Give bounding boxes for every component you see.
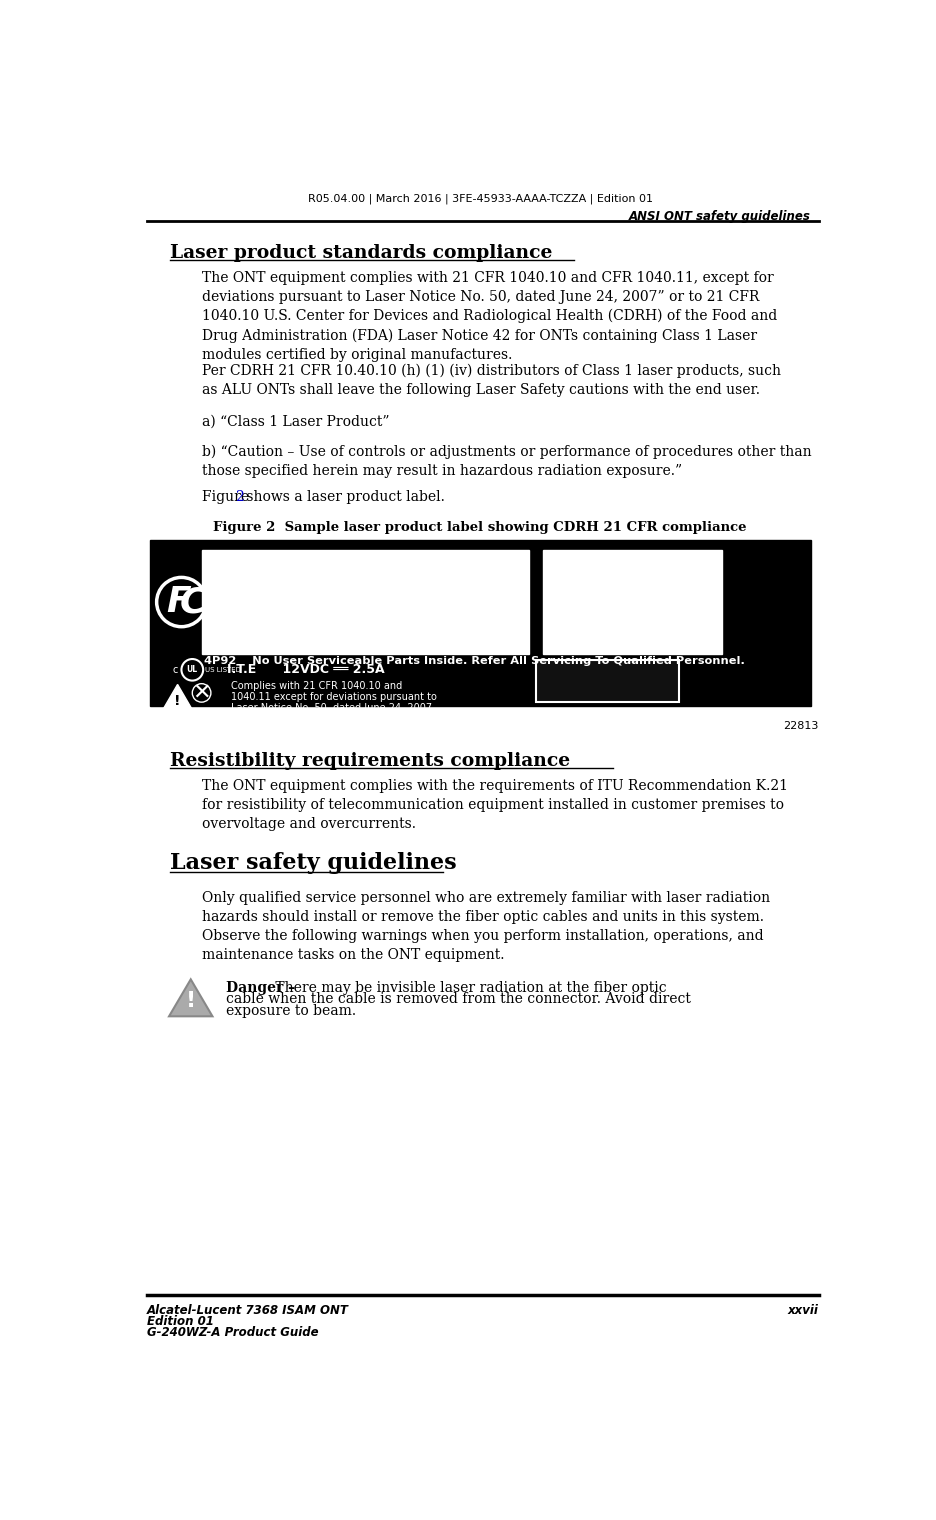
Text: 22813: 22813 bbox=[782, 722, 818, 731]
Text: US LISTED: US LISTED bbox=[204, 667, 241, 673]
Text: c: c bbox=[173, 664, 178, 675]
Text: ANSI ONT safety guidelines: ANSI ONT safety guidelines bbox=[628, 210, 810, 223]
Text: The ONT equipment complies with 21 CFR 1040.10 and CFR 1040.11, except for
devia: The ONT equipment complies with 21 CFR 1… bbox=[202, 271, 777, 362]
Bar bbox=[150, 541, 810, 705]
Text: Edition 01: Edition 01 bbox=[146, 1315, 213, 1328]
Text: Laser Notice No. 50, dated June 24, 2007.: Laser Notice No. 50, dated June 24, 2007… bbox=[231, 702, 434, 713]
Text: F: F bbox=[167, 585, 191, 619]
Text: xxvii: xxvii bbox=[787, 1304, 818, 1318]
Text: shows a laser product label.: shows a laser product label. bbox=[241, 491, 445, 505]
Text: Only qualified service personnel who are extremely familiar with laser radiation: Only qualified service personnel who are… bbox=[202, 891, 769, 924]
Text: C: C bbox=[180, 585, 206, 619]
Text: Alcatel-Lucent 7368 ISAM ONT: Alcatel-Lucent 7368 ISAM ONT bbox=[146, 1304, 348, 1318]
Text: There may be invisible laser radiation at the fiber optic: There may be invisible laser radiation a… bbox=[271, 980, 665, 996]
Bar bbox=[202, 550, 529, 654]
Polygon shape bbox=[168, 979, 212, 1017]
Text: R05.04.00 | March 2016 | 3FE-45933-AAAA-TCZZA | Edition 01: R05.04.00 | March 2016 | 3FE-45933-AAAA-… bbox=[307, 195, 652, 205]
Text: exposure to beam.: exposure to beam. bbox=[226, 1005, 356, 1018]
Text: b) “Caution – Use of controls or adjustments or performance of procedures other : b) “Caution – Use of controls or adjustm… bbox=[202, 444, 812, 477]
Text: !: ! bbox=[185, 991, 196, 1011]
Text: Figure 2  Sample laser product label showing CDRH 21 CFR compliance: Figure 2 Sample laser product label show… bbox=[213, 521, 746, 534]
Text: Complies with 21 CFR 1040.10 and: Complies with 21 CFR 1040.10 and bbox=[231, 681, 402, 692]
Text: a) “Class 1 Laser Product”: a) “Class 1 Laser Product” bbox=[202, 415, 389, 429]
Text: The ONT equipment complies with the requirements of ITU Recommendation K.21
for : The ONT equipment complies with the requ… bbox=[202, 780, 787, 831]
Bar bbox=[543, 550, 721, 654]
Text: Resistibility requirements compliance: Resistibility requirements compliance bbox=[169, 752, 569, 771]
Polygon shape bbox=[160, 684, 195, 714]
Text: G-240WZ-A Product Guide: G-240WZ-A Product Guide bbox=[146, 1325, 318, 1339]
Text: Figure: Figure bbox=[202, 491, 254, 505]
Text: 1040.11 except for deviations pursuant to: 1040.11 except for deviations pursuant t… bbox=[231, 692, 436, 702]
Text: Per CDRH 21 CFR 10.40.10 (h) (1) (iv) distributors of Class 1 laser products, su: Per CDRH 21 CFR 10.40.10 (h) (1) (iv) di… bbox=[202, 363, 781, 397]
Text: Observe the following warnings when you perform installation, operations, and
ma: Observe the following warnings when you … bbox=[202, 929, 763, 962]
Text: UL: UL bbox=[186, 666, 197, 675]
Text: 2: 2 bbox=[235, 491, 243, 505]
Text: 4P92    No User Serviceable Parts Inside. Refer All Servicing To Qualified Perso: 4P92 No User Serviceable Parts Inside. R… bbox=[204, 657, 744, 666]
Bar bbox=[535, 660, 679, 702]
Text: ✕: ✕ bbox=[192, 682, 211, 702]
Text: cable when the cable is removed from the connector. Avoid direct: cable when the cable is removed from the… bbox=[226, 993, 690, 1006]
Text: Laser product standards compliance: Laser product standards compliance bbox=[169, 245, 551, 261]
Text: Danger –: Danger – bbox=[226, 980, 295, 996]
Text: !: ! bbox=[174, 695, 181, 708]
Text: I.T.E      12VDC ══ 2.5A: I.T.E 12VDC ══ 2.5A bbox=[227, 663, 385, 676]
Text: Laser safety guidelines: Laser safety guidelines bbox=[169, 853, 456, 874]
